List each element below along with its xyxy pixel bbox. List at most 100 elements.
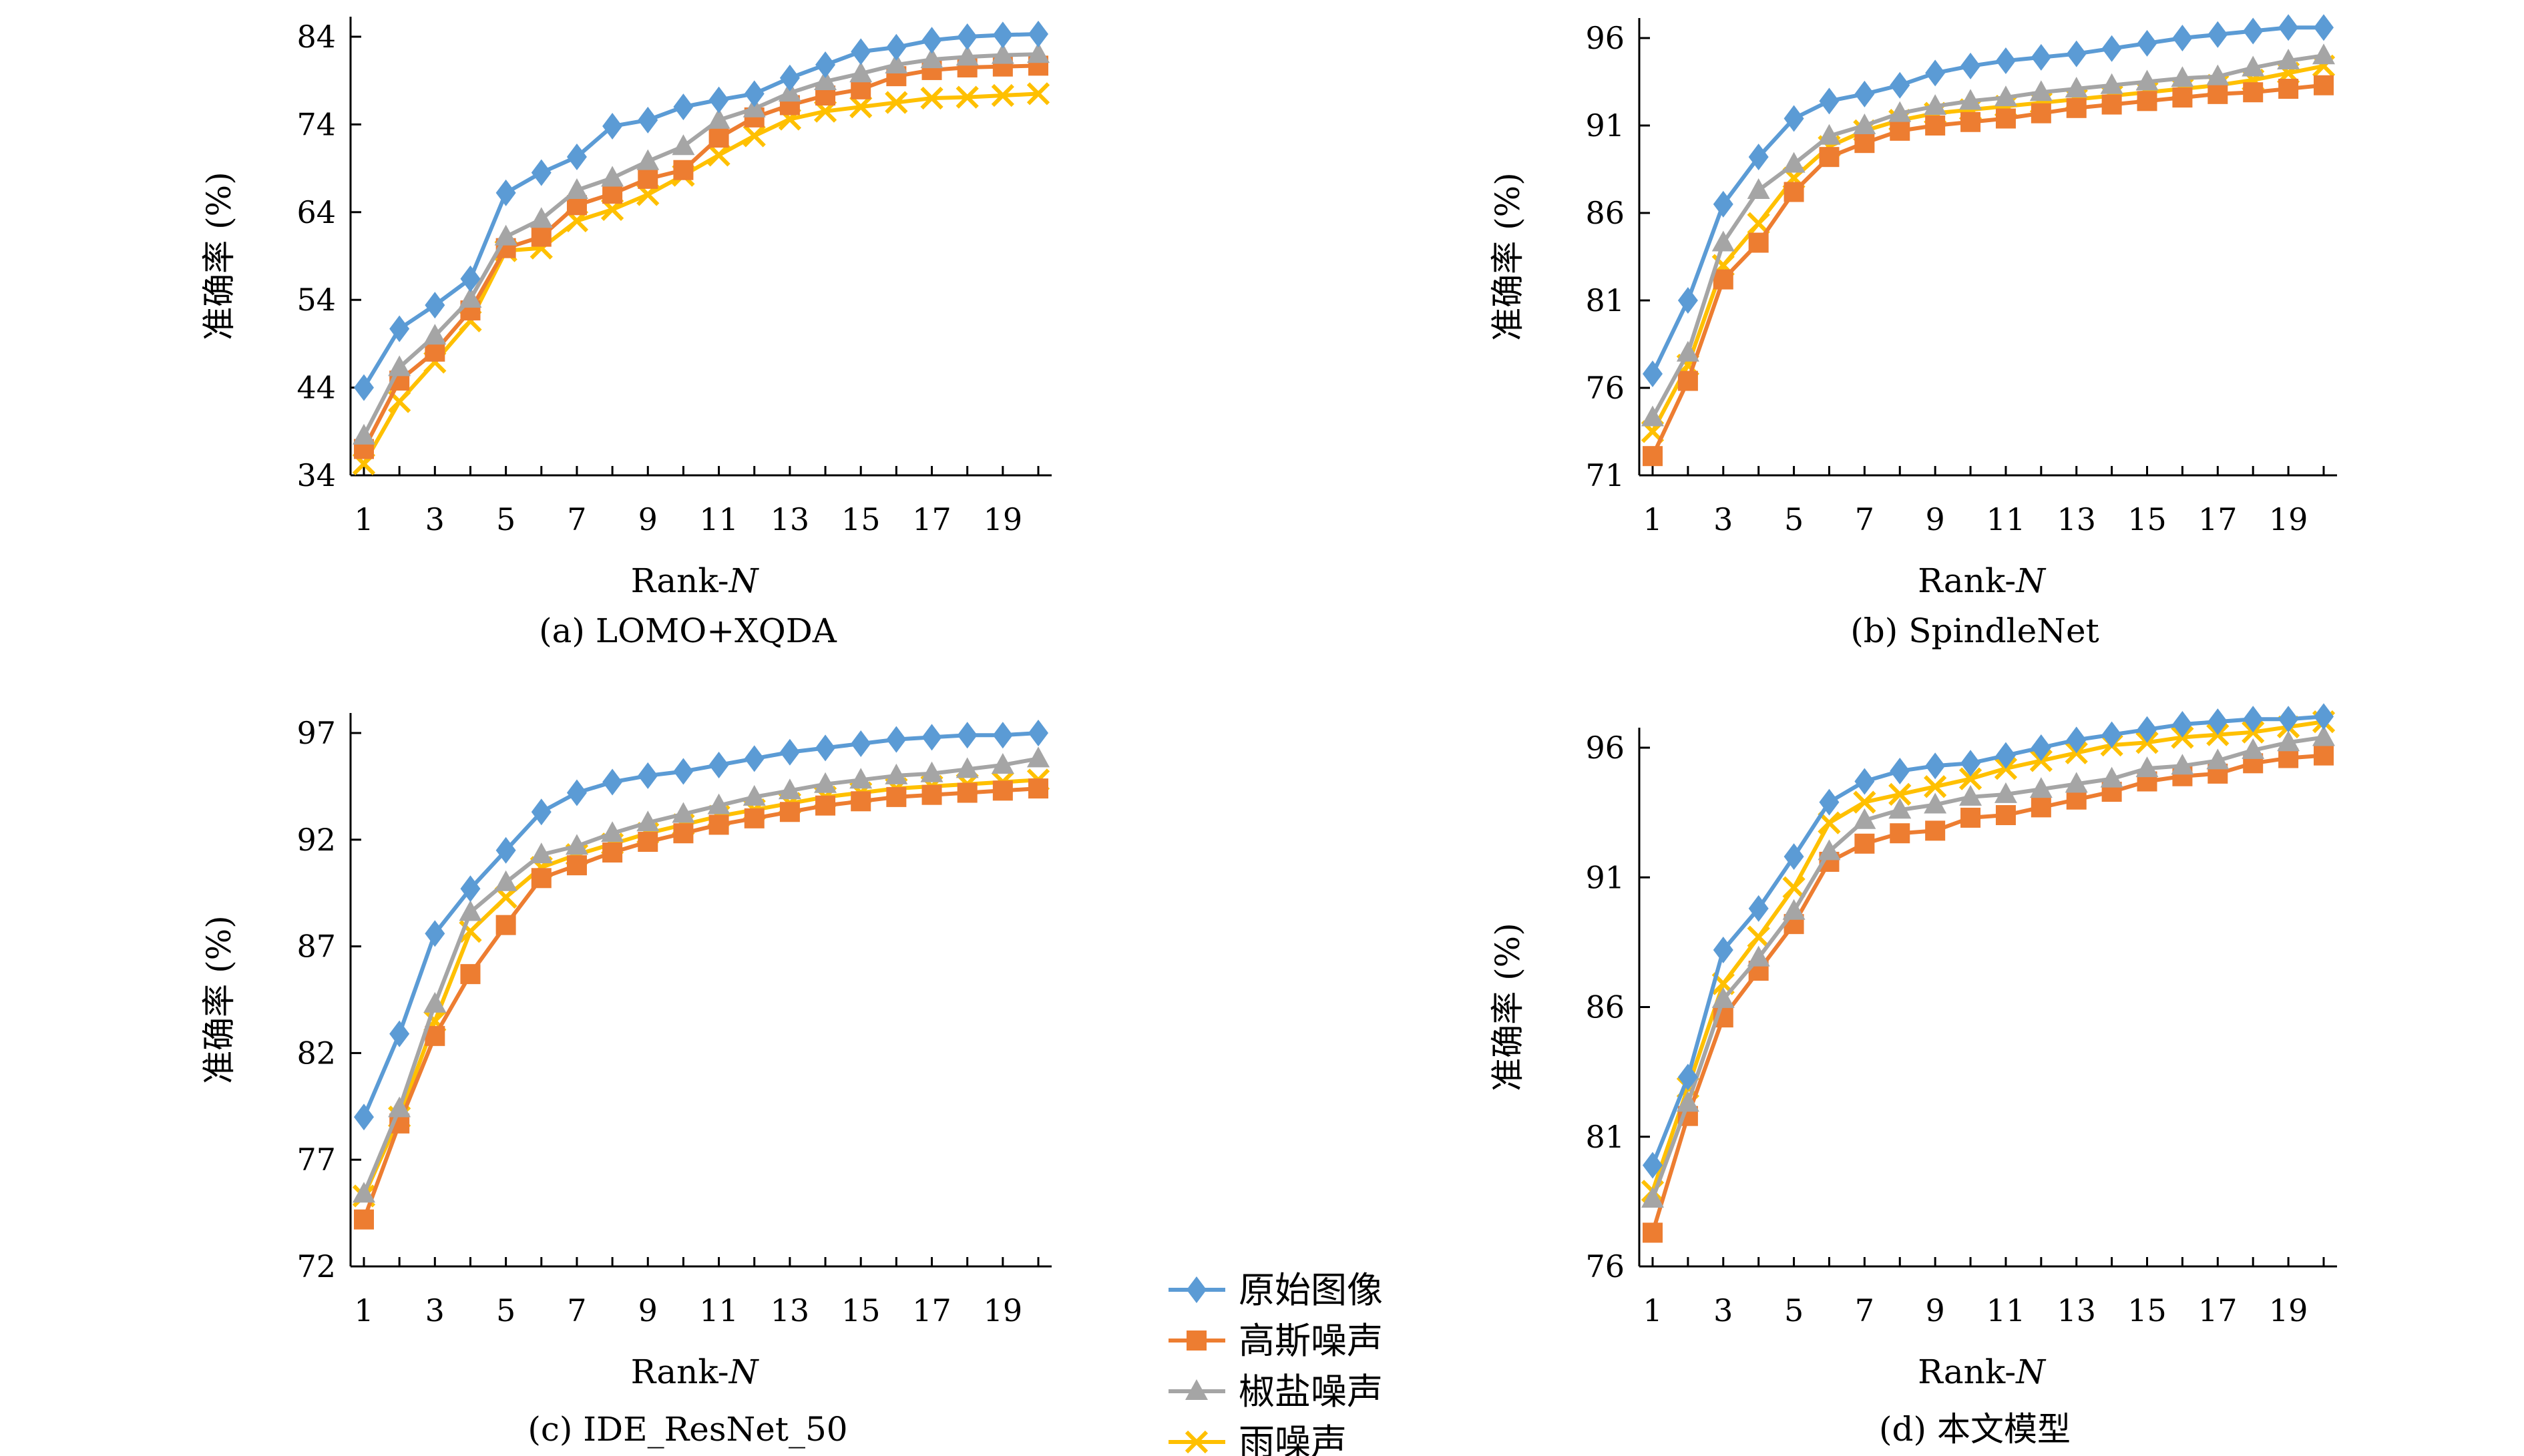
data-point-3-20 — [2312, 725, 2335, 746]
data-point-2-12 — [2031, 103, 2051, 124]
x-tick-label-15: 15 — [2127, 501, 2167, 537]
data-point-1-4 — [1748, 144, 1769, 171]
series-line-1 — [362, 32, 1039, 389]
y-tick-label-86: 86 — [1585, 195, 1625, 231]
data-point-4-19 — [991, 83, 1014, 107]
data-point-1-15 — [2137, 29, 2157, 57]
data-point-3-19 — [2277, 49, 2300, 70]
data-point-3-3 — [1711, 230, 1735, 252]
y-tick-label-91: 91 — [1585, 107, 1625, 144]
data-point-3-9 — [1924, 94, 1947, 115]
legend-item-1: 原始图像 — [1169, 1269, 1383, 1311]
data-point-2-20 — [2314, 75, 2334, 95]
y-tick-label-84: 84 — [296, 19, 336, 55]
panel-caption: (a) LOMO+XQDA — [539, 612, 837, 650]
y-tick-label-82: 82 — [296, 1035, 336, 1071]
data-point-1-11 — [1995, 47, 2016, 75]
data-point-1-11 — [1995, 742, 2016, 769]
x-tick-label-7: 7 — [1855, 1292, 1874, 1328]
data-point-1-8 — [602, 768, 623, 796]
data-point-3-3 — [423, 991, 447, 1013]
data-point-2-3 — [425, 341, 445, 362]
y-tick-label-76: 76 — [1585, 370, 1625, 406]
data-point-3-19 — [2277, 730, 2300, 752]
y-tick-label-34: 34 — [296, 457, 336, 493]
data-point-3-7 — [565, 178, 588, 199]
data-point-3-5 — [494, 870, 517, 891]
y-tick-label-81: 81 — [1585, 1119, 1625, 1155]
data-point-legend-3-1 — [1185, 1379, 1208, 1400]
data-point-1-1 — [1643, 1152, 1663, 1179]
data-point-4-16 — [885, 91, 908, 114]
data-point-4-17 — [920, 86, 943, 110]
data-point-2-8 — [1890, 120, 1910, 141]
data-point-3-9 — [636, 810, 660, 832]
data-point-1-16 — [886, 726, 907, 753]
legend-label-2: 高斯噪声 — [1239, 1320, 1383, 1362]
x-tick-label-1: 1 — [354, 501, 373, 537]
data-point-1-15 — [851, 730, 871, 757]
data-point-2-20 — [2314, 745, 2334, 766]
data-point-2-10 — [673, 823, 694, 844]
data-point-3-18 — [956, 757, 979, 778]
data-point-1-17 — [921, 724, 942, 751]
y-axis-label: 准确率 (%) — [200, 915, 238, 1083]
data-point-1-8 — [1890, 757, 1910, 784]
data-point-3-17 — [2206, 748, 2230, 770]
data-point-1-6 — [531, 798, 552, 826]
x-tick-label-15: 15 — [841, 1292, 881, 1328]
data-point-3-2 — [1676, 1091, 1699, 1112]
data-point-3-9 — [636, 149, 660, 170]
y-tick-label-96: 96 — [1585, 730, 1625, 766]
data-point-2-5 — [495, 915, 516, 935]
data-point-1-7 — [566, 144, 587, 171]
data-point-1-4 — [460, 265, 481, 292]
series-3 — [1641, 43, 2335, 427]
series-line-4 — [362, 778, 1039, 1197]
data-point-1-5 — [1783, 105, 1804, 132]
x-tick-label-7: 7 — [567, 501, 586, 537]
data-point-3-3 — [423, 324, 447, 345]
data-point-legend-2-1 — [1187, 1330, 1207, 1351]
data-point-2-1 — [1643, 1222, 1663, 1243]
data-point-4-8 — [1888, 782, 1912, 806]
x-tick-label-13: 13 — [771, 501, 810, 537]
data-point-3-10 — [672, 134, 695, 156]
data-point-2-15 — [2137, 91, 2157, 111]
data-point-1-20 — [1028, 720, 1048, 746]
data-point-1-15 — [2137, 716, 2157, 743]
x-tick-label-1: 1 — [1643, 501, 1662, 537]
y-tick-label-96: 96 — [1585, 20, 1625, 56]
series-line-2 — [1651, 753, 2324, 1234]
data-point-1-9 — [1925, 59, 1946, 87]
data-point-3-13 — [778, 778, 801, 800]
data-point-1-10 — [673, 758, 694, 785]
x-tick-label-19: 19 — [984, 1292, 1023, 1328]
data-point-2-3 — [1713, 269, 1733, 290]
x-tick-label-9: 9 — [638, 501, 658, 537]
y-axis-label: 准确率 (%) — [1488, 923, 1527, 1091]
y-tick-label-91: 91 — [1585, 859, 1625, 895]
data-point-2-18 — [2243, 82, 2264, 103]
series-2 — [354, 778, 1048, 1230]
panel-caption: (c) IDE_ResNet_50 — [528, 1410, 847, 1449]
data-point-1-18 — [2243, 706, 2264, 733]
data-point-3-7 — [565, 834, 588, 855]
x-tick-label-3: 3 — [425, 1292, 445, 1328]
series-1 — [1643, 703, 2334, 1179]
x-axis-label: Rank-N — [631, 1353, 760, 1391]
series-2 — [1643, 745, 2334, 1243]
data-point-3-4 — [459, 286, 482, 308]
data-point-2-16 — [2172, 87, 2193, 108]
data-point-3-16 — [2171, 754, 2194, 775]
x-tick-label-5: 5 — [496, 1292, 515, 1328]
series-line-2 — [362, 786, 1039, 1220]
panel-caption: (d) 本文模型 — [1879, 1410, 2071, 1449]
data-point-1-20 — [2314, 14, 2334, 41]
data-point-2-20 — [1028, 778, 1048, 799]
data-point-1-10 — [673, 93, 694, 121]
data-point-4-15 — [849, 95, 873, 119]
